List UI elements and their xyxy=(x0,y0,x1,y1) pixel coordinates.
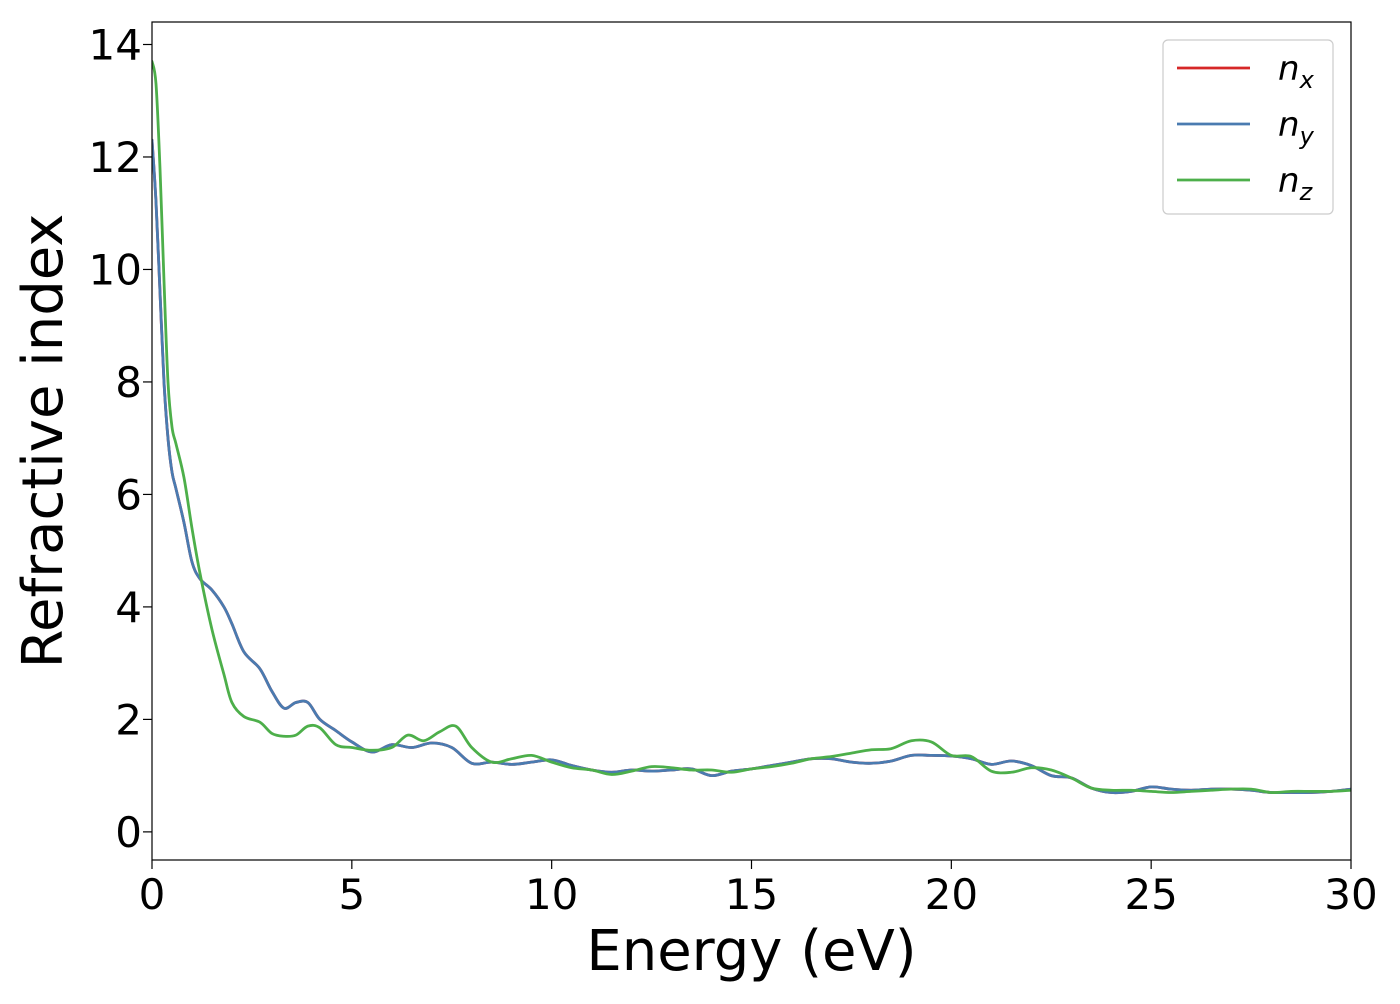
y-axis-ticks: 0 2 4 6 8 10 12 14 xyxy=(89,20,152,857)
y-tick-label: 8 xyxy=(115,358,142,407)
legend-label-n-y: ny xyxy=(1278,105,1315,150)
series-lines xyxy=(152,59,1351,795)
series-line-n-z xyxy=(152,59,1351,794)
x-tick-label: 30 xyxy=(1324,870,1377,919)
y-tick-label: 0 xyxy=(115,808,142,857)
y-axis-label: Refractive index xyxy=(11,214,76,669)
x-axis-label: Energy (eV) xyxy=(586,919,916,984)
y-tick-label: 14 xyxy=(89,20,142,69)
x-tick-label: 10 xyxy=(525,870,578,919)
x-tick-label: 0 xyxy=(139,870,166,919)
y-tick-label: 12 xyxy=(89,133,142,182)
x-tick-label: 15 xyxy=(725,870,778,919)
y-tick-label: 10 xyxy=(89,245,142,294)
legend: nx ny nz xyxy=(1162,39,1334,215)
x-tick-label: 5 xyxy=(338,870,365,919)
legend-label-n-z: nz xyxy=(1278,161,1314,206)
x-tick-label: 20 xyxy=(925,870,978,919)
legend-box xyxy=(1162,39,1334,215)
y-tick-label: 6 xyxy=(115,470,142,519)
y-tick-label: 4 xyxy=(115,583,142,632)
legend-label-n-x: nx xyxy=(1278,49,1315,94)
y-tick-label: 2 xyxy=(115,695,142,744)
x-tick-label: 25 xyxy=(1124,870,1177,919)
x-axis-ticks: 0 5 10 15 20 25 30 xyxy=(139,860,1378,919)
